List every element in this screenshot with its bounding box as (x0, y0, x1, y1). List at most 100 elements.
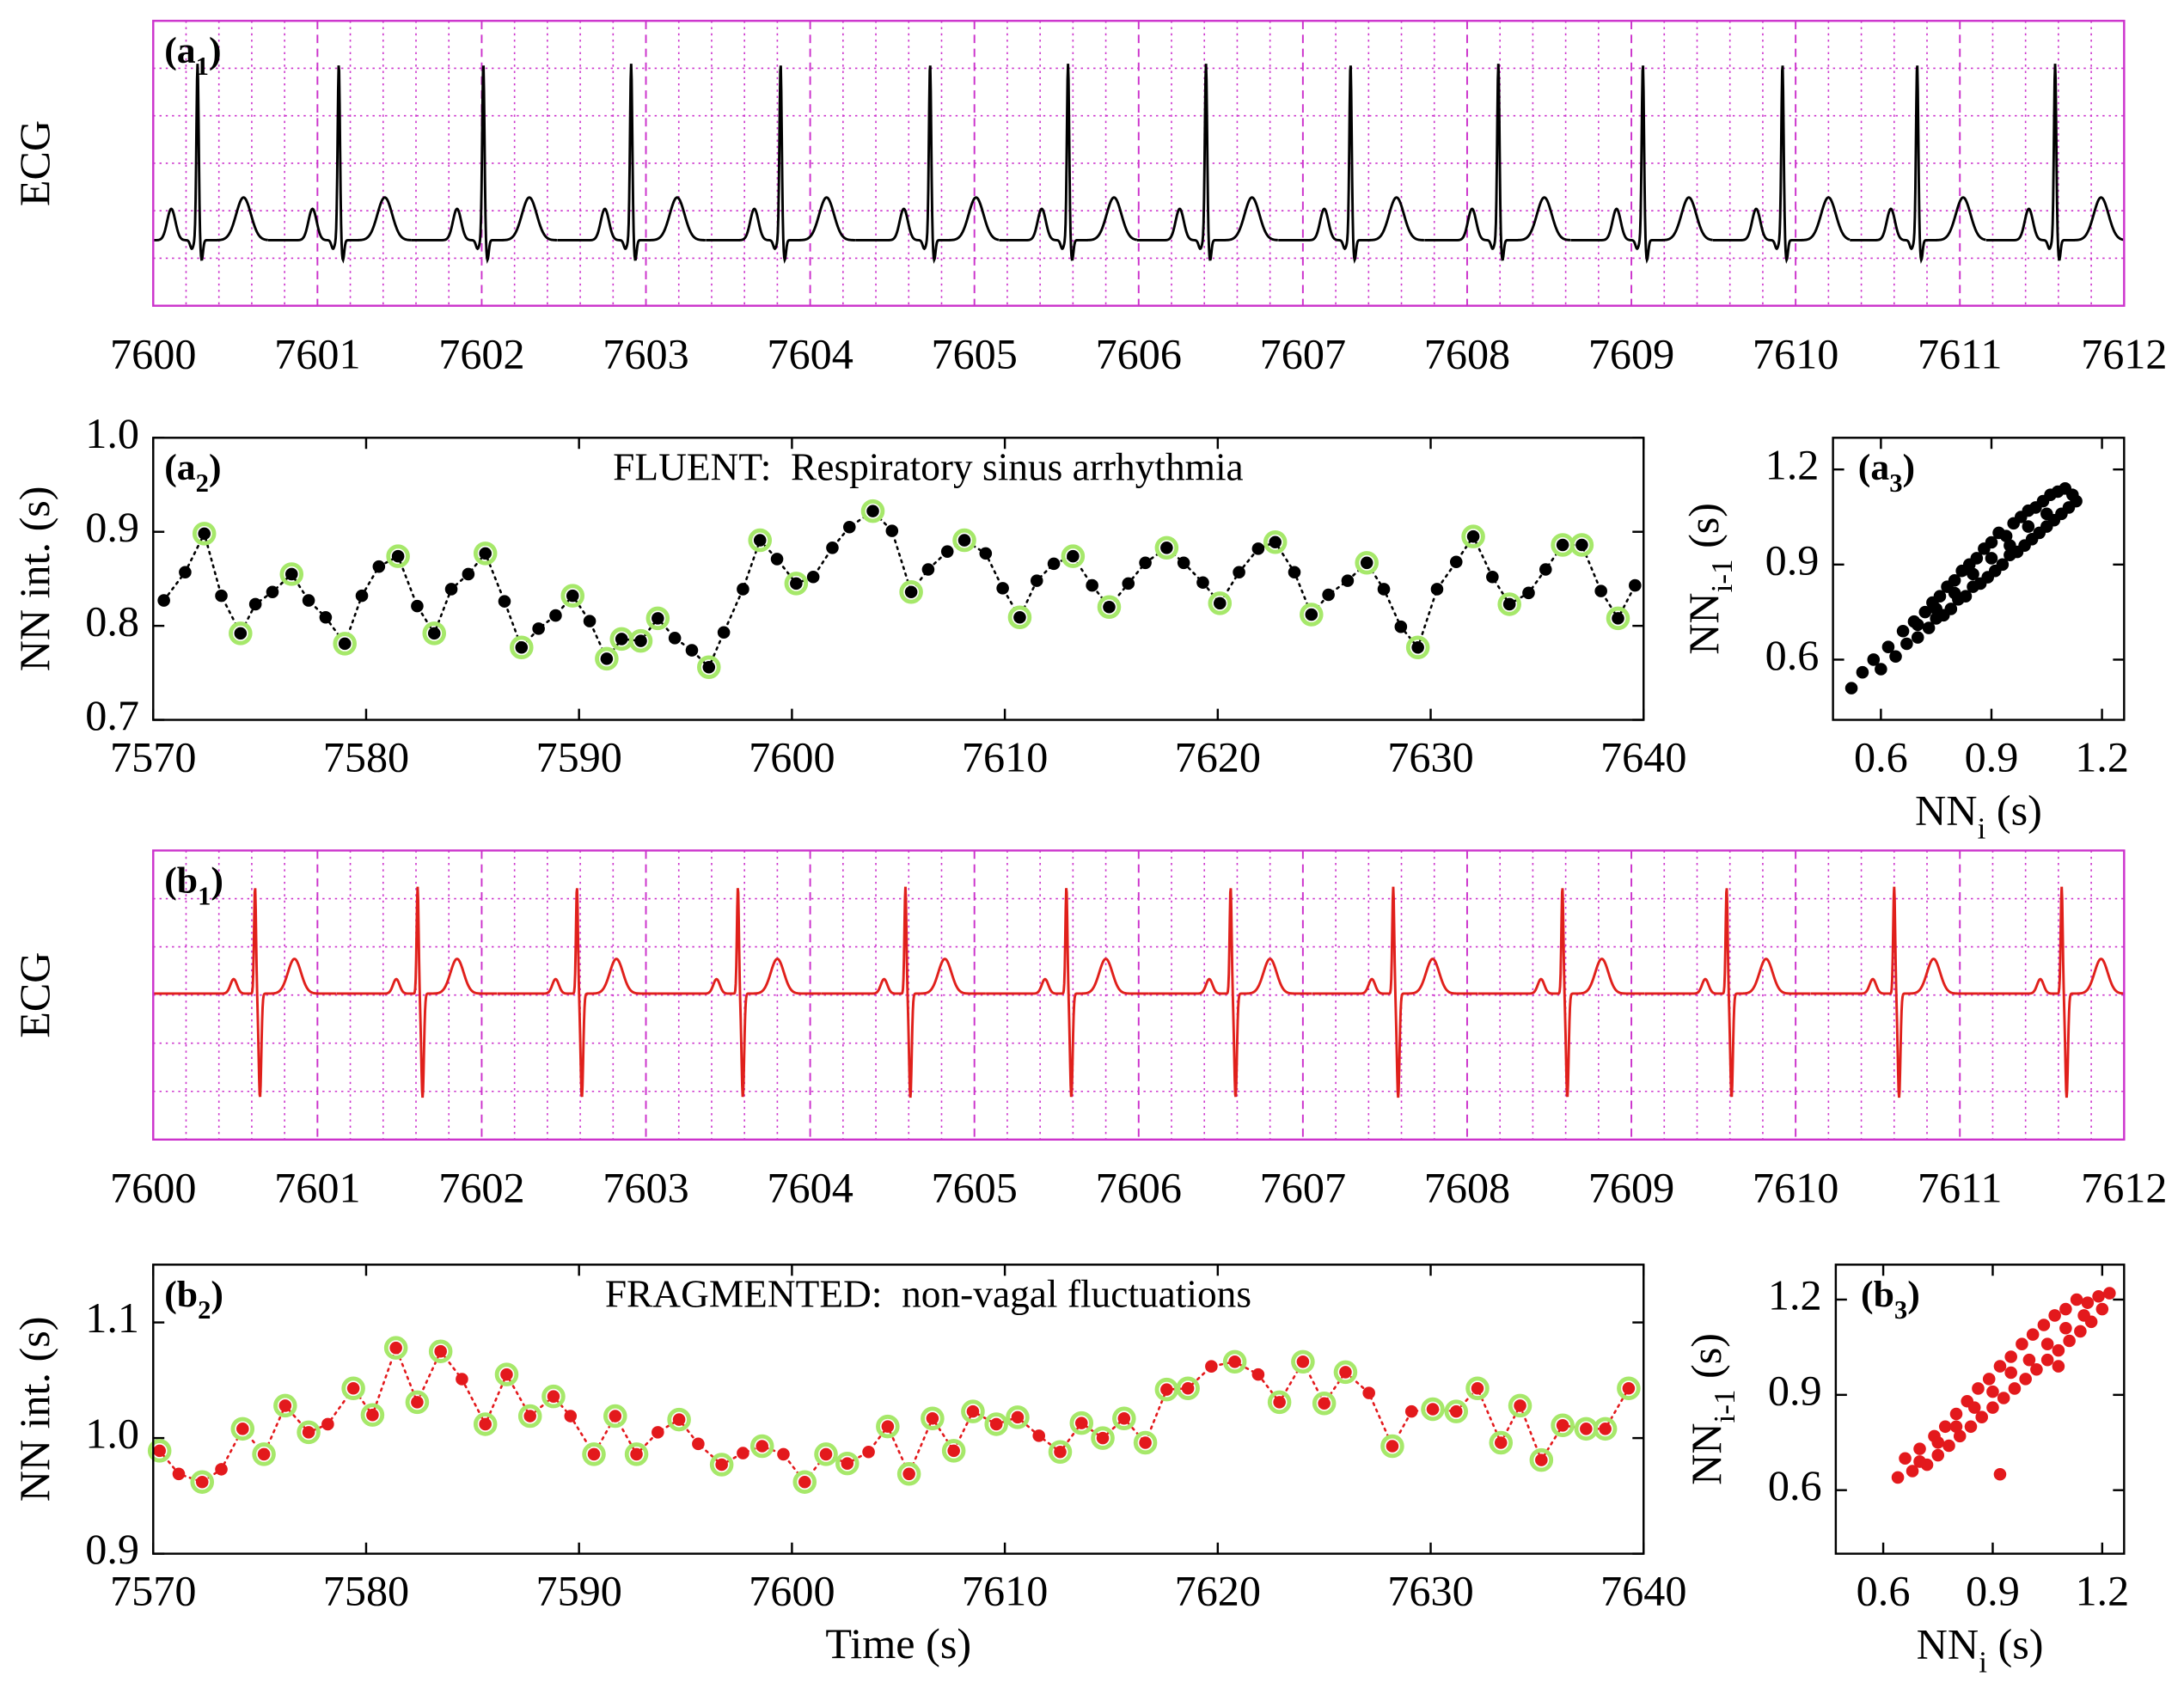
plot-frame (152, 20, 2126, 307)
ecg-beat (1570, 65, 1713, 264)
nn-point (515, 641, 529, 654)
ring (628, 628, 653, 653)
y-tick-label: 0.9 (85, 1525, 139, 1573)
scatter-point (1944, 603, 1958, 615)
ecg-beat (1148, 888, 1312, 1098)
y-axis-label-part: NN (1679, 592, 1727, 654)
ring (952, 528, 976, 553)
scatter-point (2077, 1309, 2090, 1322)
nn-point (1362, 1386, 1375, 1399)
ring (252, 1442, 276, 1466)
nn-point (609, 1410, 622, 1423)
nn-point (1341, 574, 1355, 587)
ring (748, 528, 773, 553)
nn-point (1466, 529, 1480, 543)
nn-point (179, 566, 192, 579)
x-tick-label: 7640 (1600, 1567, 1686, 1615)
nn-point (1494, 1436, 1508, 1449)
scatter-point (1985, 535, 1998, 549)
nn-point (1213, 597, 1227, 610)
x-tick-label: 7607 (1260, 1164, 1346, 1212)
nn-point (411, 1396, 424, 1409)
ecg-beat (1810, 886, 1979, 1098)
nn-point (717, 626, 731, 639)
x-tick-label: 7603 (603, 1164, 688, 1212)
scatter-point (1999, 529, 2013, 542)
nn-point (215, 589, 228, 603)
nn-point (1011, 1410, 1025, 1424)
ring (709, 1453, 734, 1477)
panel-label: (a1) (164, 30, 221, 81)
panel-label-part: ) (1907, 1274, 1920, 1315)
nn-point (1486, 570, 1499, 584)
y-axis-label: ECG (10, 120, 58, 206)
x-tick-label: 0.9 (1966, 1567, 2020, 1615)
nn-point (1629, 578, 1642, 592)
x-tick-label: 7604 (767, 1164, 853, 1212)
panel: 0.6 0.9 1.20.60.91.2 (a3)NNi-1 (s)NNi (s) (1679, 437, 2129, 845)
nn-point (966, 1404, 980, 1418)
nn-point (284, 567, 298, 581)
ring (624, 1442, 649, 1466)
ecg-beat (1978, 886, 2125, 1098)
nn-point (532, 622, 545, 635)
scatter-point (2040, 1353, 2054, 1367)
nn-point (1117, 1411, 1131, 1425)
nn-point (1288, 566, 1301, 579)
nn-point (1032, 1429, 1046, 1442)
ring (1133, 1430, 1158, 1455)
ring (1176, 1376, 1200, 1400)
ecg-beat (153, 64, 268, 261)
scatter-point (2070, 1293, 2083, 1306)
x-axis-label: NNi (s) (1917, 1619, 2044, 1679)
nn-point (866, 505, 879, 517)
scatter-point (1867, 653, 1881, 666)
ring (1267, 1390, 1292, 1415)
nn-point (1251, 1368, 1265, 1381)
scatter-point (1938, 1420, 1952, 1434)
nn-point (715, 1458, 728, 1472)
nn-point (1177, 556, 1190, 570)
x-tick-label: 7601 (274, 1164, 360, 1212)
nn-point (1449, 1404, 1463, 1418)
nn-point (1471, 1381, 1484, 1395)
nn-point (777, 1447, 790, 1461)
ecg-beat (336, 886, 498, 1098)
ring (1048, 1440, 1073, 1464)
ring (697, 655, 721, 679)
nn-point (1054, 1445, 1067, 1459)
ring (1569, 533, 1594, 557)
nn-point (770, 553, 784, 566)
nn-point (630, 1447, 643, 1461)
nn-point (1181, 1381, 1195, 1395)
scatter-point (1949, 1407, 1963, 1421)
ring (192, 522, 217, 546)
ring (1489, 1430, 1514, 1455)
scatter-point (1993, 1467, 2007, 1481)
x-tick-label: 7570 (110, 1567, 196, 1615)
y-axis-label-part: NN (1681, 1423, 1729, 1484)
scatter-point (1889, 650, 1902, 664)
nn-point (926, 1411, 939, 1425)
nn-point (947, 1444, 960, 1458)
ring (1069, 1410, 1094, 1435)
nn-point (1514, 1399, 1526, 1412)
ring (517, 1404, 542, 1429)
scatter-point (1986, 1401, 1999, 1414)
y-tick-label: 0.9 (1768, 1366, 1822, 1414)
ring (1405, 635, 1430, 660)
y-tick-label: 0.9 (85, 503, 139, 551)
ecg-beat (1985, 64, 2125, 261)
ring (230, 1416, 255, 1441)
scatter-point (1931, 1448, 1945, 1462)
y-tick-label: 0.8 (85, 597, 139, 646)
x-tick-label: 7605 (931, 330, 1017, 378)
ring (784, 572, 809, 596)
nn-point (1269, 535, 1282, 549)
nn-point (456, 1373, 468, 1386)
nn-point (634, 634, 647, 647)
scatter-point (1993, 1360, 2007, 1373)
x-tick-label: 7640 (1600, 733, 1686, 781)
scatter-point (2040, 507, 2053, 521)
y-tick-label: 1.2 (1768, 1271, 1822, 1319)
